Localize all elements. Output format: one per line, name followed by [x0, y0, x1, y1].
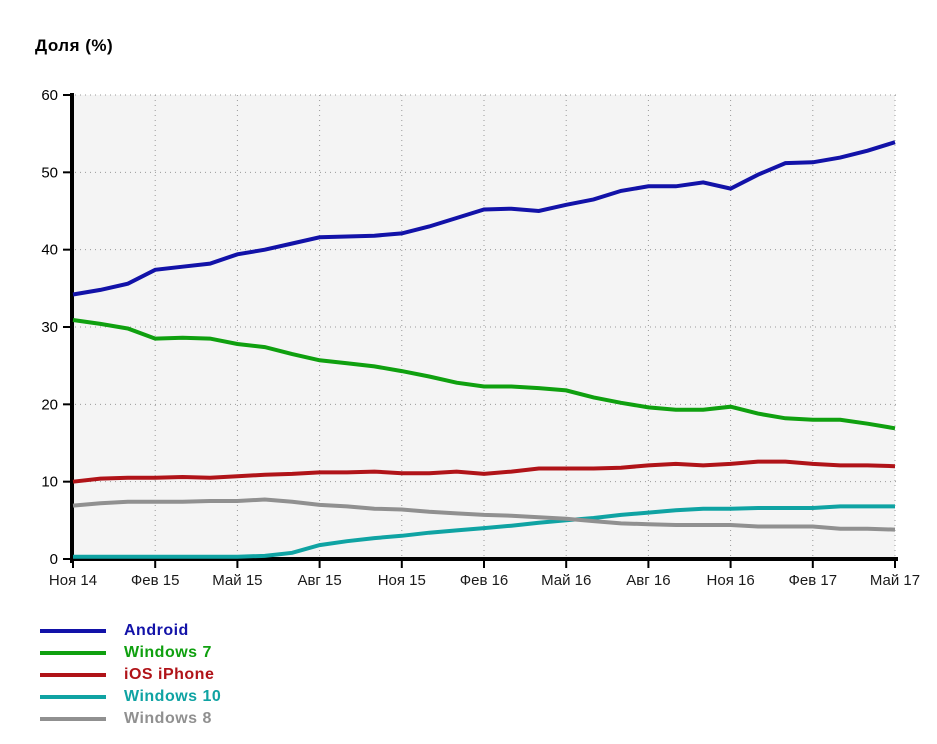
plot-background [74, 95, 895, 559]
x-tick-label: Май 16 [541, 572, 591, 589]
x-tick-label: Авг 16 [626, 572, 670, 589]
x-tick-label: Ноя 16 [707, 572, 755, 589]
x-tick-label: Май 17 [870, 572, 920, 589]
y-tick-labels: 0 10 20 30 40 50 60 [41, 87, 58, 568]
legend-label: Android [124, 622, 189, 639]
x-tick-labels: Ноя 14 Фев 15 Май 15 Авг 15 Ноя 15 Фев 16 Май … [49, 572, 920, 589]
x-tick-label: Май 15 [212, 572, 262, 589]
series-lines [72, 140, 896, 559]
y-tick-label: 20 [41, 396, 58, 413]
legend-line-swatch [40, 695, 106, 699]
legend-line-swatch [40, 629, 106, 633]
x-tick-label: Фев 15 [131, 572, 180, 589]
x-axis [70, 557, 898, 561]
series-line-windows-8 [72, 497, 896, 532]
legend-label: Windows 8 [124, 710, 212, 727]
series-line-android [72, 140, 896, 297]
y-tick-label: 10 [41, 474, 58, 491]
legend-item-windows-7: Windows 7 [40, 642, 221, 664]
legend-item-android: Android [40, 620, 221, 642]
y-tick-label: 40 [41, 242, 58, 259]
legend-line-swatch [40, 673, 106, 677]
gridlines [75, 94, 896, 558]
legend-line-swatch [40, 717, 106, 721]
chart-title: Доля (%) [35, 36, 114, 55]
y-tick-label: 50 [41, 164, 58, 181]
y-tick-label: 0 [50, 551, 58, 568]
legend-label: Windows 7 [124, 644, 212, 661]
legend-item-windows-8: Windows 8 [40, 708, 221, 730]
x-tick-label: Ноя 14 [49, 572, 97, 589]
legend-label: Windows 10 [124, 688, 222, 705]
y-tick-label: 30 [41, 319, 58, 336]
y-axis [70, 93, 74, 563]
x-tick-label: Фев 17 [789, 572, 838, 589]
series-line-windows-10 [73, 504, 895, 559]
legend-item-ios-iphone: iOS iPhone [40, 664, 221, 686]
x-tick-label: Ноя 15 [378, 572, 426, 589]
y-tick-label: 60 [41, 87, 58, 104]
x-tick-label: Фев 16 [460, 572, 509, 589]
legend-line-swatch [40, 651, 106, 655]
legend-item-windows-10: Windows 10 [40, 686, 221, 708]
series-line-windows-7 [72, 318, 896, 431]
x-tick-label: Авг 15 [297, 572, 341, 589]
axes [70, 93, 898, 563]
chart-legend: Android Windows 7 iOS iPhone Windows 10 Wind… [40, 620, 221, 730]
legend-label: iOS iPhone [124, 666, 215, 683]
axis-ticks [63, 94, 896, 568]
series-line-ios-iphone [72, 459, 896, 484]
